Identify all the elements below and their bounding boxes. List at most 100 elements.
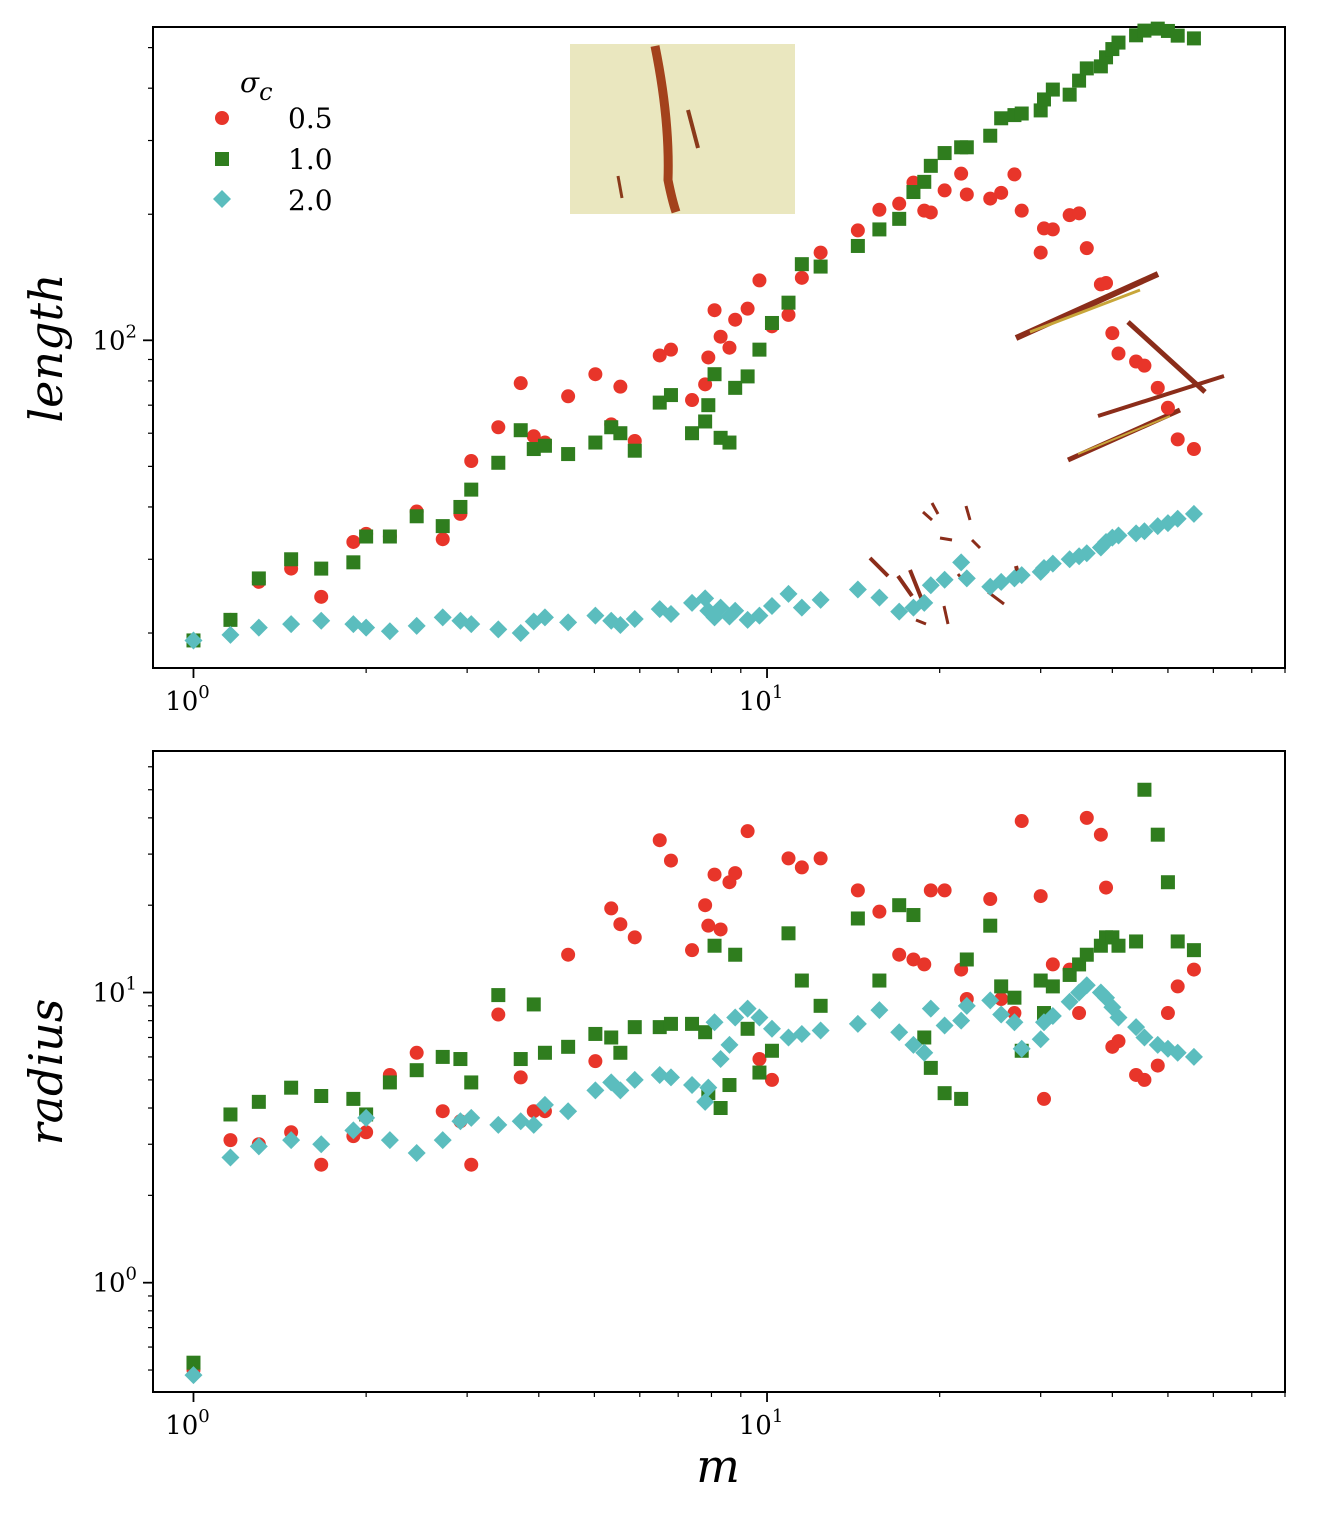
length-point-2-0 [221, 625, 240, 644]
length-point-1-0 [764, 315, 779, 330]
length-point-0-5 [1079, 241, 1094, 256]
length-point-1-0 [1186, 31, 1201, 46]
radius-point-0-5 [983, 892, 998, 907]
length-point-2-0 [433, 608, 452, 627]
radius-point-1-0 [561, 1039, 576, 1054]
legend-title: σc [240, 66, 273, 106]
length-point-2-0 [1135, 522, 1154, 541]
length-point-1-0 [728, 380, 743, 395]
x-tick-label: 101 [739, 1406, 784, 1441]
length-point-0-5 [526, 429, 541, 444]
length-point-2-0 [1012, 566, 1031, 585]
radius-point-1-0 [537, 1045, 552, 1060]
length-point-0-5 [1099, 276, 1114, 291]
radius-point-2-0 [611, 1081, 630, 1100]
radius-point-0-5 [491, 1007, 506, 1022]
radius-point-1-0 [850, 911, 865, 926]
radius-point-0-5 [698, 898, 713, 913]
length-point-2-0 [462, 615, 481, 634]
radius-point-0-5 [685, 943, 700, 958]
length-point-1-0 [561, 447, 576, 462]
radius-point-1-0 [740, 1021, 755, 1036]
radius-point-2-0 [312, 1135, 331, 1154]
x-axis-label: m [696, 1439, 740, 1493]
radius-point-0-5 [713, 922, 728, 937]
length-point-0-5 [701, 350, 716, 365]
radius-point-1-0 [382, 1075, 397, 1090]
length-point-0-5 [728, 312, 743, 327]
length-axis-ticks [143, 47, 1286, 678]
length-point-0-5 [994, 185, 1009, 200]
length-point-2-0 [811, 590, 830, 609]
radius-point-1-0 [613, 1045, 628, 1060]
length-point-2-0 [282, 615, 301, 634]
radius-point-0-5 [1007, 1006, 1022, 1021]
radius-point-2-0 [1077, 976, 1096, 995]
radius-data-points [184, 782, 1203, 1385]
length-point-0-5 [892, 196, 907, 211]
length-point-1-0 [722, 435, 737, 450]
x-tick-label: 100 [165, 682, 210, 717]
radius-point-1-0 [1129, 934, 1144, 949]
length-point-0-5 [1072, 206, 1087, 221]
length-point-2-0 [625, 610, 644, 629]
length-point-1-0 [685, 426, 700, 441]
radius-point-2-0 [792, 1024, 811, 1043]
radius-point-0-5 [314, 1157, 329, 1172]
radius-point-0-5 [1014, 814, 1029, 829]
radius-point-2-0 [957, 996, 976, 1015]
radius-point-2-0 [344, 1121, 363, 1140]
radius-point-1-0 [752, 1065, 767, 1080]
length-point-2-0 [1168, 509, 1187, 528]
radius-point-1-0 [1062, 967, 1077, 982]
radius-point-0-5 [937, 883, 952, 898]
length-point-2-0 [1184, 504, 1203, 523]
radius-point-2-0 [921, 999, 940, 1018]
radius-point-2-0 [981, 991, 1000, 1010]
length-point-0-5 [1137, 358, 1152, 373]
y-tick-label: 101 [92, 974, 137, 1009]
radius-point-2-0 [221, 1148, 240, 1167]
radius-point-0-5 [752, 1052, 767, 1067]
length-point-1-0 [781, 295, 796, 310]
length-point-2-0 [890, 602, 909, 621]
length-point-2-0 [184, 631, 203, 650]
radius-point-0-5 [906, 952, 921, 967]
length-point-1-0 [1072, 73, 1087, 88]
radius-point-1-0 [892, 898, 907, 913]
length-point-0-5 [1045, 222, 1060, 237]
legend-label-1-0: 1.0 [288, 143, 333, 176]
radius-point-0-5 [513, 1070, 528, 1085]
radius-point-2-0 [705, 1013, 724, 1032]
radius-point-1-0 [872, 973, 887, 988]
radius-point-2-0 [779, 1028, 798, 1047]
length-point-0-5 [954, 166, 969, 181]
length-point-0-5 [588, 367, 603, 382]
radius-point-2-0 [559, 1102, 578, 1121]
radius-point-0-5 [781, 851, 796, 866]
length-point-0-5 [1170, 432, 1185, 447]
length-point-0-5 [1105, 326, 1120, 341]
radius-point-0-5 [1160, 1006, 1175, 1021]
legend: σc 0.5 1.0 2.0 [213, 66, 333, 217]
radius-point-2-0 [184, 1366, 203, 1385]
length-point-0-5 [1186, 442, 1201, 457]
length-point-1-0 [284, 552, 299, 567]
radius-point-0-5 [359, 1125, 374, 1140]
radius-point-1-0 [917, 1030, 932, 1045]
length-point-2-0 [1109, 526, 1128, 545]
radius-point-0-5 [223, 1133, 238, 1148]
length-point-1-0 [707, 367, 722, 382]
length-panel: 102 100 101 length [19, 21, 1286, 717]
length-point-2-0 [489, 620, 508, 639]
radius-point-2-0 [282, 1131, 301, 1150]
radius-point-0-5 [464, 1157, 479, 1172]
length-point-2-0 [992, 572, 1011, 591]
radius-point-0-5 [1170, 979, 1185, 994]
radius-point-0-5 [561, 947, 576, 962]
length-point-0-5 [872, 202, 887, 217]
length-point-2-0 [952, 553, 971, 572]
radius-point-1-0 [1007, 990, 1022, 1005]
length-point-1-0 [917, 174, 932, 189]
radius-point-0-5 [1099, 880, 1114, 895]
